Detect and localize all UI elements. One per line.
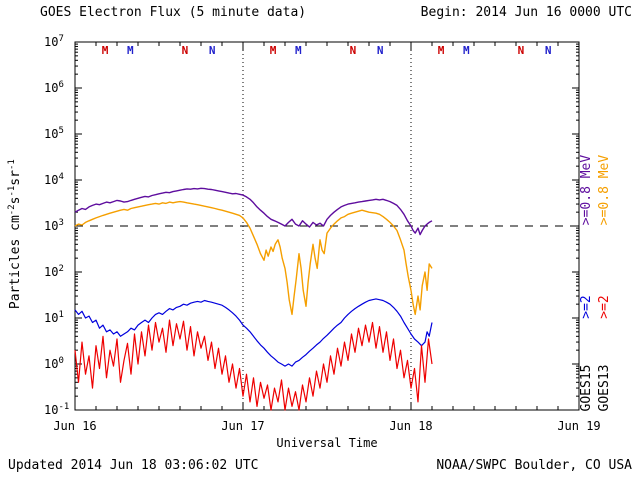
y-tick-label: 101 bbox=[44, 310, 64, 325]
marker-N: N bbox=[377, 44, 384, 57]
y-axis-label-sup: -2 bbox=[6, 204, 17, 216]
y-tick-label: 103 bbox=[44, 218, 64, 233]
y-tick-label: 100 bbox=[44, 356, 64, 371]
marker-N: N bbox=[350, 44, 357, 57]
x-tick-label: Jun 18 bbox=[389, 419, 432, 433]
y-tick-label: 102 bbox=[44, 264, 64, 279]
series-GOES13->=2 MeV bbox=[74, 319, 433, 411]
x-tick-label: Jun 16 bbox=[53, 419, 96, 433]
marker-M: M bbox=[127, 44, 134, 57]
series-GOES13->=0.8 MeV bbox=[74, 200, 433, 316]
marker-N: N bbox=[209, 44, 216, 57]
marker-N: N bbox=[518, 44, 525, 57]
marker-M: M bbox=[295, 44, 302, 57]
y-tick-label: 107 bbox=[44, 34, 64, 49]
updated-timestamp: Updated 2014 Jun 18 03:06:02 UTC bbox=[8, 458, 259, 473]
series-GOES15->=2 MeV bbox=[74, 298, 433, 367]
legend-goes15-name: GOES15 bbox=[579, 364, 594, 412]
credit-text: NOAA/SWPC Boulder, CO USA bbox=[436, 458, 632, 473]
y-axis-label-text: Particles cm bbox=[8, 215, 24, 310]
marker-M: M bbox=[270, 44, 277, 57]
x-tick-label: Jun 17 bbox=[221, 419, 264, 433]
y-tick-label: 10-1 bbox=[44, 402, 69, 417]
y-tick-label: 105 bbox=[44, 126, 64, 141]
marker-N: N bbox=[545, 44, 552, 57]
page-title: GOES Electron Flux (5 minute data) bbox=[40, 5, 307, 20]
y-tick-label: 104 bbox=[44, 172, 64, 187]
series-GOES15->=0.8 MeV bbox=[74, 187, 433, 236]
legend-goes13-name: GOES13 bbox=[597, 364, 612, 412]
x-tick-label: Jun 19 bbox=[557, 419, 600, 433]
marker-M: M bbox=[102, 44, 109, 57]
marker-N: N bbox=[182, 44, 189, 57]
y-tick-label: 106 bbox=[44, 80, 64, 95]
y-axis-label: Particles cm-2s-1sr-1 bbox=[6, 159, 24, 310]
begin-timestamp: Begin: 2014 Jun 16 0000 UTC bbox=[420, 5, 632, 20]
x-axis-label: Universal Time bbox=[276, 436, 377, 450]
marker-M: M bbox=[438, 44, 445, 57]
marker-M: M bbox=[463, 44, 470, 57]
